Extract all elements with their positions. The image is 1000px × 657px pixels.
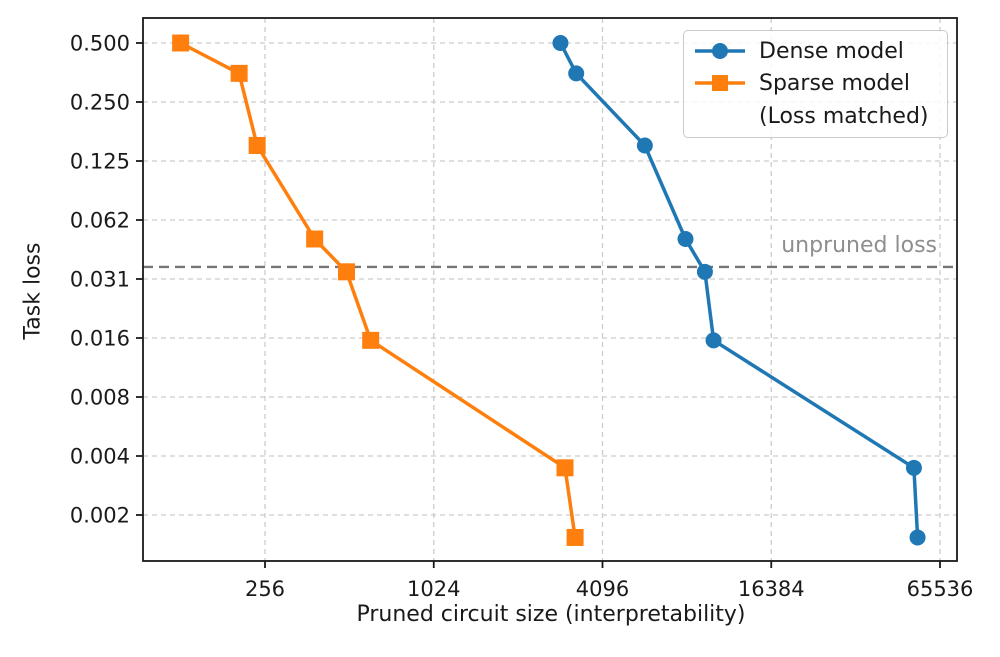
y-tick-label: 0.500 <box>70 32 130 56</box>
legend-entry-sparse: Sparse model <box>693 67 937 99</box>
legend: Dense model Sparse model (Loss matched) <box>683 30 948 138</box>
x-tick-label: 4096 <box>576 577 629 601</box>
dense-marker <box>552 35 569 51</box>
dense-line <box>558 41 920 540</box>
dense-marker <box>677 230 694 247</box>
sparse-legend-marker-icon <box>695 75 745 91</box>
dense-marker <box>909 529 926 546</box>
dense-marker <box>636 137 653 154</box>
legend-label-sparse-cont: (Loss matched) <box>759 103 929 129</box>
dense-marker <box>696 263 713 280</box>
y-axis-label: Task loss <box>20 242 46 340</box>
sparse-marker <box>172 34 190 52</box>
sparse-marker <box>566 528 584 546</box>
x-tick-label: 1024 <box>407 577 460 601</box>
y-tick-label: 0.004 <box>70 445 130 469</box>
x-tick-label: 256 <box>245 577 285 601</box>
legend-entry-sparse-cont: (Loss matched) <box>693 99 937 133</box>
y-tick-label: 0.062 <box>70 209 130 233</box>
dense-marker <box>705 332 722 349</box>
x-tick-label: 65536 <box>907 577 974 601</box>
dense-marker <box>568 65 585 82</box>
legend-entry-dense: Dense model <box>693 35 937 67</box>
legend-label-dense: Dense model <box>759 38 904 64</box>
sparse-series <box>172 34 584 546</box>
sparse-marker <box>306 230 324 248</box>
sparse-marker <box>248 136 266 154</box>
y-tick-label: 0.125 <box>70 150 130 174</box>
x-axis-label: Pruned circuit size (interpretability) <box>356 602 746 627</box>
y-tick-label: 0.031 <box>70 268 130 292</box>
unpruned-loss-annotation: unpruned loss <box>781 233 937 258</box>
y-tick-label: 0.250 <box>70 91 130 115</box>
axis-ticks: 256 1024 4096 16384 65536 0.500 0.250 0.125 0.06… <box>70 32 974 602</box>
sparse-marker <box>556 459 574 477</box>
sparse-marker <box>362 331 380 349</box>
dense-marker <box>905 459 922 476</box>
y-tick-label: 0.016 <box>70 327 130 351</box>
dense-series <box>552 35 926 546</box>
sparse-marker <box>230 64 248 82</box>
plot-frame <box>142 17 958 562</box>
x-tick-label: 16384 <box>738 577 805 601</box>
y-tick-label: 0.008 <box>70 386 130 410</box>
dense-legend-marker-icon <box>695 43 745 59</box>
y-tick-label: 0.002 <box>70 504 130 528</box>
legend-label-sparse: Sparse model <box>759 70 910 96</box>
sparse-marker <box>337 263 355 281</box>
sparse-line <box>178 41 577 540</box>
